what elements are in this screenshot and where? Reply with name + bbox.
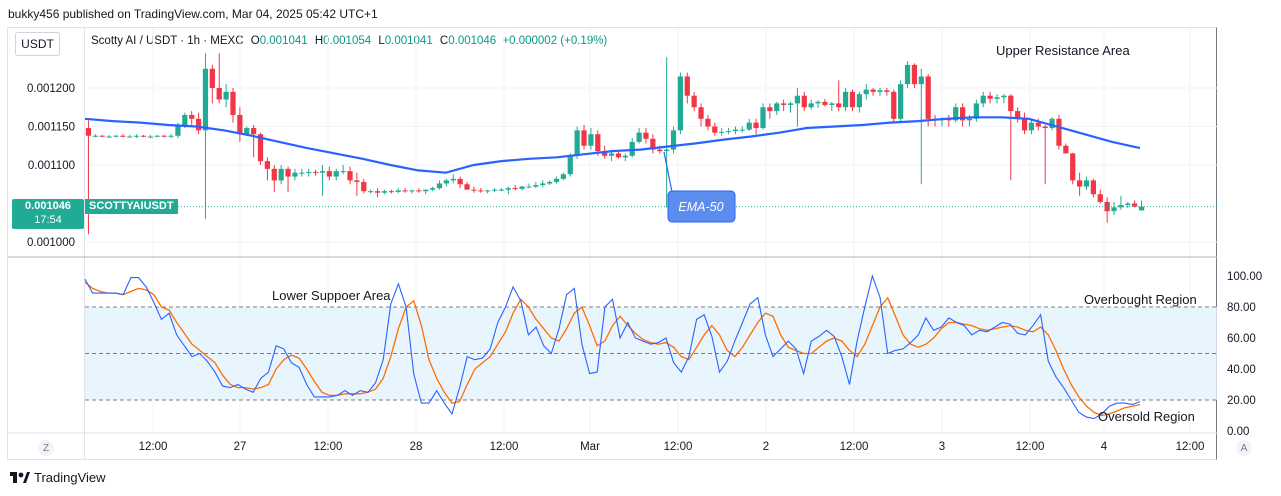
currency-label: USDT (21, 37, 54, 51)
legend-low-value: 0.001041 (384, 35, 433, 47)
legend-close-value: 0.001046 (448, 35, 497, 47)
last-price-label: 0.001046 17:54 (12, 199, 84, 229)
legend-high-label: H (314, 35, 324, 47)
publish-header: bukky456 published on TradingView.com, M… (8, 7, 378, 21)
auto-button-label: A (1240, 442, 1248, 454)
oscillator-tick-label: 20.00 (1227, 395, 1256, 407)
legend-symbol: Scotty AI / USDT · 1h · MEXC (91, 35, 244, 47)
chart-frame (7, 27, 1217, 460)
legend-open-label: O (250, 35, 260, 47)
legend-close-label: C (439, 35, 449, 47)
oscillator-tick-label: 100.00 (1227, 271, 1262, 283)
oscillator-axis-labels: 100.00 80.00 60.00 40.00 20.00 0.00 (1227, 271, 1262, 438)
tradingview-logo[interactable]: TradingView (10, 470, 106, 485)
legend-change: +0.000002 (+0.19%) (502, 35, 608, 47)
brand-name: TradingView (34, 470, 106, 485)
tradingview-icon (10, 471, 30, 483)
auto-scale-right-button[interactable]: A (1236, 440, 1252, 456)
currency-selector[interactable]: USDT (15, 32, 60, 56)
last-price-value: 0.001046 (25, 200, 71, 212)
auto-scale-left-button[interactable]: Z (38, 440, 54, 456)
oscillator-tick-label: 60.00 (1227, 333, 1256, 345)
oscillator-tick-label: 80.00 (1227, 302, 1256, 314)
legend-open-value: 0.001041 (259, 35, 308, 47)
symbol-legend[interactable]: Scotty AI / USDT · 1h · MEXC O0.001041 H… (91, 35, 607, 47)
oscillator-tick-label: 40.00 (1227, 364, 1256, 376)
oscillator-tick-label: 0.00 (1227, 426, 1249, 438)
price-scale-area[interactable] (8, 28, 85, 459)
zoom-button-label: Z (42, 442, 50, 454)
bar-countdown: 17:54 (34, 214, 62, 226)
legend-high-value: 0.001054 (323, 35, 372, 47)
ticker-tag: SCOTTYAIUSDT (85, 199, 178, 214)
legend-low-label: L (378, 35, 385, 47)
